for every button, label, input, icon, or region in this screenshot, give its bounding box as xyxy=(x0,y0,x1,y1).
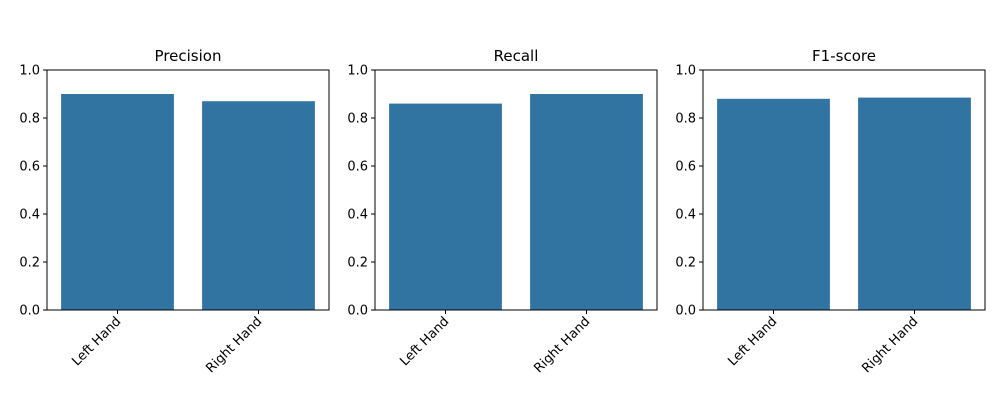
y-tick-label: 0.2 xyxy=(347,256,368,271)
y-tick-label: 1.0 xyxy=(347,64,368,79)
bar-right-hand xyxy=(202,101,315,310)
x-tick-label: Right Hand xyxy=(203,314,265,376)
y-tick-label: 0.6 xyxy=(675,160,696,175)
y-tick-label: 0.0 xyxy=(347,304,368,319)
x-tick-label: Right Hand xyxy=(531,314,593,376)
axes-frame xyxy=(702,69,986,311)
y-tick-label: 0.4 xyxy=(675,208,696,223)
y-tick-label: 1.0 xyxy=(675,64,696,79)
bar-left-hand xyxy=(61,94,174,310)
axes-frame xyxy=(46,69,330,311)
subplot-1: Precision 0.0 0.2 0.4 0.6 0.8 1.0 Left Hand Righ… xyxy=(19,47,330,376)
subplot-3: F1-score 0.0 0.2 0.4 0.6 0.8 1.0 Left Hand Right… xyxy=(675,47,986,376)
y-tick-label: 0.8 xyxy=(675,112,696,127)
y-tick-label: 0.0 xyxy=(19,304,40,319)
y-tick-label: 0.6 xyxy=(19,160,40,175)
axes-frame xyxy=(374,69,658,311)
y-tick-label: 0.8 xyxy=(347,112,368,127)
y-tick-label: 0.2 xyxy=(675,256,696,271)
x-tick-label: Right Hand xyxy=(859,314,921,376)
subplot-title: Precision xyxy=(155,47,222,65)
y-tick-label: 0.2 xyxy=(19,256,40,271)
y-tick-label: 0.4 xyxy=(19,208,40,223)
y-tick-label: 1.0 xyxy=(19,64,40,79)
x-tick-label: Left Hand xyxy=(69,314,124,369)
y-tick-label: 0.0 xyxy=(675,304,696,319)
bar-left-hand xyxy=(389,103,502,310)
subplot-2: Recall 0.0 0.2 0.4 0.6 0.8 1.0 Left Hand Right H… xyxy=(347,47,658,376)
x-tick-label: Left Hand xyxy=(725,314,780,369)
y-tick-label: 0.6 xyxy=(347,160,368,175)
subplot-title: Recall xyxy=(494,47,539,65)
bar-right-hand xyxy=(858,97,971,310)
y-tick-label: 0.4 xyxy=(347,208,368,223)
subplot-title: F1-score xyxy=(812,47,876,65)
x-tick-label: Left Hand xyxy=(397,314,452,369)
y-tick-label: 0.8 xyxy=(19,112,40,127)
bar-left-hand xyxy=(717,98,830,310)
bar-right-hand xyxy=(530,94,643,310)
